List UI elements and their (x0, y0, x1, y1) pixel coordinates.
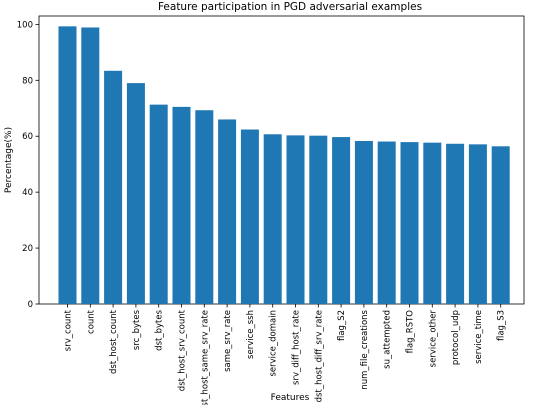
x-tick-label: service_other (428, 309, 438, 367)
bar-count (81, 27, 100, 304)
x-axis: srv_count count dst_host_count src_bytes dst… (64, 304, 507, 405)
bar-service-domain (263, 134, 282, 304)
x-tick-label: su_attempted (383, 310, 393, 369)
bar-service-ssh (240, 129, 259, 304)
x-tick-label: service_time (474, 310, 484, 364)
y-tick-label: 80 (22, 76, 33, 86)
x-tick-label: src_bytes (132, 309, 142, 350)
x-tick-label: srv_count (64, 309, 74, 351)
y-tick-label: 0 (28, 300, 33, 310)
y-axis-label: Percentage(%) (4, 127, 14, 193)
bar-dst-host-count (104, 70, 123, 304)
x-tick-label: same_srv_rate (223, 310, 233, 372)
bar-dst-host-same-srv-rate (195, 110, 214, 304)
x-tick-label: dst_host_count (109, 309, 119, 374)
bar-service-other (423, 142, 442, 304)
x-tick-label: srv_diff_host_rate (292, 310, 302, 385)
x-tick-label: service_ssh (246, 310, 256, 359)
bar-flag-RSTO (400, 142, 419, 304)
x-tick-label: dst_bytes (155, 309, 165, 350)
x-tick-label: dst_host_same_srv_rate (200, 310, 210, 405)
bar-dst-host-diff-srv-rate (309, 135, 328, 304)
y-tick-label: 60 (22, 132, 33, 142)
y-tick-label: 40 (22, 188, 33, 198)
x-tick-label: flag_RSTO (406, 310, 416, 354)
bar-dst-host-srv-count (172, 106, 191, 305)
bar-flag-S2 (332, 137, 351, 304)
bar-same-srv-rate (218, 119, 237, 304)
bars (58, 26, 510, 305)
bar-protocol-udp (446, 143, 465, 304)
bar-service-time (468, 144, 487, 304)
bar-srv-diff-host-rate (286, 135, 305, 304)
x-tick-label: service_domain (269, 310, 279, 377)
x-tick-label: dst_host_diff_srv_rate (314, 310, 324, 402)
x-tick-label: num_file_creations (360, 309, 370, 389)
x-axis-label: Features (271, 393, 310, 403)
bar-flag-S3 (491, 146, 510, 304)
x-tick-label: flag_S3 (497, 310, 507, 341)
y-axis: 0 20 40 60 80 100 (17, 20, 39, 310)
x-tick-label: protocol_udp (451, 310, 461, 365)
bar-num-file-creations (354, 140, 373, 304)
x-tick-label: count (86, 309, 96, 334)
bar-dst-bytes (149, 104, 168, 304)
bar-srv-count (58, 26, 77, 304)
y-tick-label: 20 (22, 244, 33, 254)
bar-su-attempted (377, 141, 396, 304)
x-tick-label: dst_host_srv_count (178, 309, 188, 391)
y-tick-label: 100 (17, 20, 33, 30)
bar-src-bytes (126, 83, 145, 304)
chart-title: Feature participation in PGD adversarial… (158, 1, 422, 13)
x-tick-label: flag_S2 (337, 310, 347, 341)
